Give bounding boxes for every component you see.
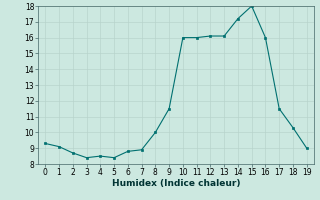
X-axis label: Humidex (Indice chaleur): Humidex (Indice chaleur) [112, 179, 240, 188]
